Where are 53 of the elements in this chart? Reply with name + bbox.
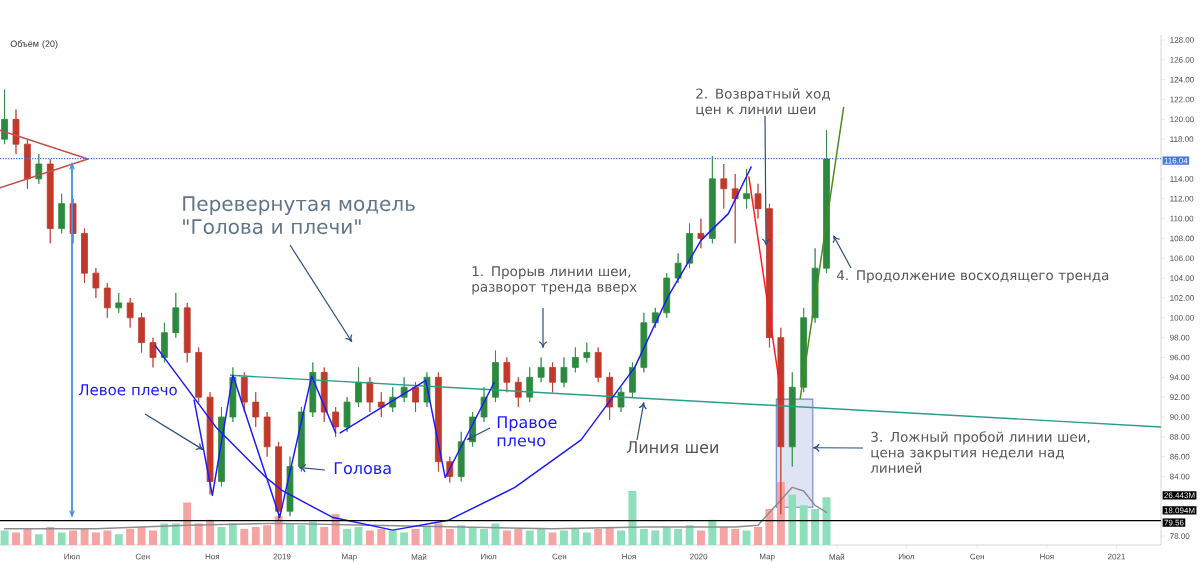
x-tick-label: 2019 (273, 553, 291, 560)
x-tick-label: 2021 (1107, 553, 1125, 560)
x-tick-label: 2020 (690, 553, 708, 560)
y-tick-label: 104.00 (1170, 275, 1194, 281)
y-tick-label: 108.00 (1170, 235, 1194, 242)
x-tick-label: Сен (135, 553, 150, 560)
x-tick-label: Мар (342, 553, 357, 561)
annotation: 3. Ложный пробой линии шеи, цена закрытия недели над линией (870, 431, 1090, 473)
x-tick-label: Май (411, 553, 427, 560)
y-tick-label: 120.00 (1170, 116, 1194, 123)
x-tick-label: Июл (898, 553, 915, 560)
x-tick-label: Июл (481, 553, 497, 560)
y-tick-label: 106.00 (1170, 255, 1194, 262)
annotation: Линия шеи (626, 441, 718, 454)
y-tick-label: 90.00 (1170, 414, 1190, 420)
y-tick-label: 100.00 (1170, 314, 1194, 321)
ref-line-label: 116.04 (1164, 157, 1188, 164)
y-tick-label: 92.00 (1170, 394, 1190, 400)
y-tick-label: 118.00 (1170, 136, 1194, 143)
x-tick-label: Ноя (1040, 553, 1054, 560)
x-tick-label: Май (829, 553, 845, 560)
y-tick-label: 102.00 (1170, 295, 1194, 301)
y-tick-label: 84.00 (1170, 473, 1190, 480)
x-tick-label: Июл (64, 553, 80, 560)
y-tick-label: 114.00 (1170, 176, 1194, 182)
y2-tick-label: 18.094M (1164, 507, 1195, 514)
x-tick-label: Ноя (205, 553, 220, 560)
y-tick-label: 78.00 (1170, 533, 1190, 539)
x-tick-label: Ноя (622, 553, 636, 560)
y-tick-label: 94.00 (1170, 374, 1190, 381)
annotation: 2. Возвратный ход цен к линии шеи (696, 88, 830, 116)
y-tick-label: 128.00 (1170, 37, 1194, 43)
y-tick-label: 110.00 (1170, 215, 1194, 222)
x-tick-label: Сен (970, 553, 984, 560)
annotation: Левое плечо (78, 384, 177, 396)
annotation: Объём (20) (10, 40, 58, 49)
annotation: 4. Продолжение восходящего тренда (836, 270, 1109, 283)
annotation: Перевернутая модель "Голова и плечи" (183, 196, 415, 235)
annotation: Голова (334, 462, 391, 475)
ref-line-label: 79.56 (1164, 519, 1184, 526)
annotation: Правое плечо (497, 416, 557, 447)
annotation: 1. Прорыв линии шеи, разворот тренда вверх (472, 266, 637, 295)
y2-tick-label: 26.443M (1164, 492, 1195, 499)
y-tick-label: 88.00 (1170, 434, 1190, 440)
x-tick-label: Мар (759, 553, 775, 561)
y-tick-label: 126.00 (1170, 56, 1194, 63)
y-tick-label: 96.00 (1170, 354, 1190, 361)
y-tick-label: 98.00 (1170, 334, 1190, 341)
y-tick-label: 112.00 (1170, 195, 1194, 202)
y-tick-label: 122.00 (1170, 96, 1194, 103)
x-tick-label: Сен (552, 553, 567, 560)
y-tick-label: 124.00 (1170, 76, 1194, 83)
y-tick-label: 86.00 (1170, 453, 1190, 460)
